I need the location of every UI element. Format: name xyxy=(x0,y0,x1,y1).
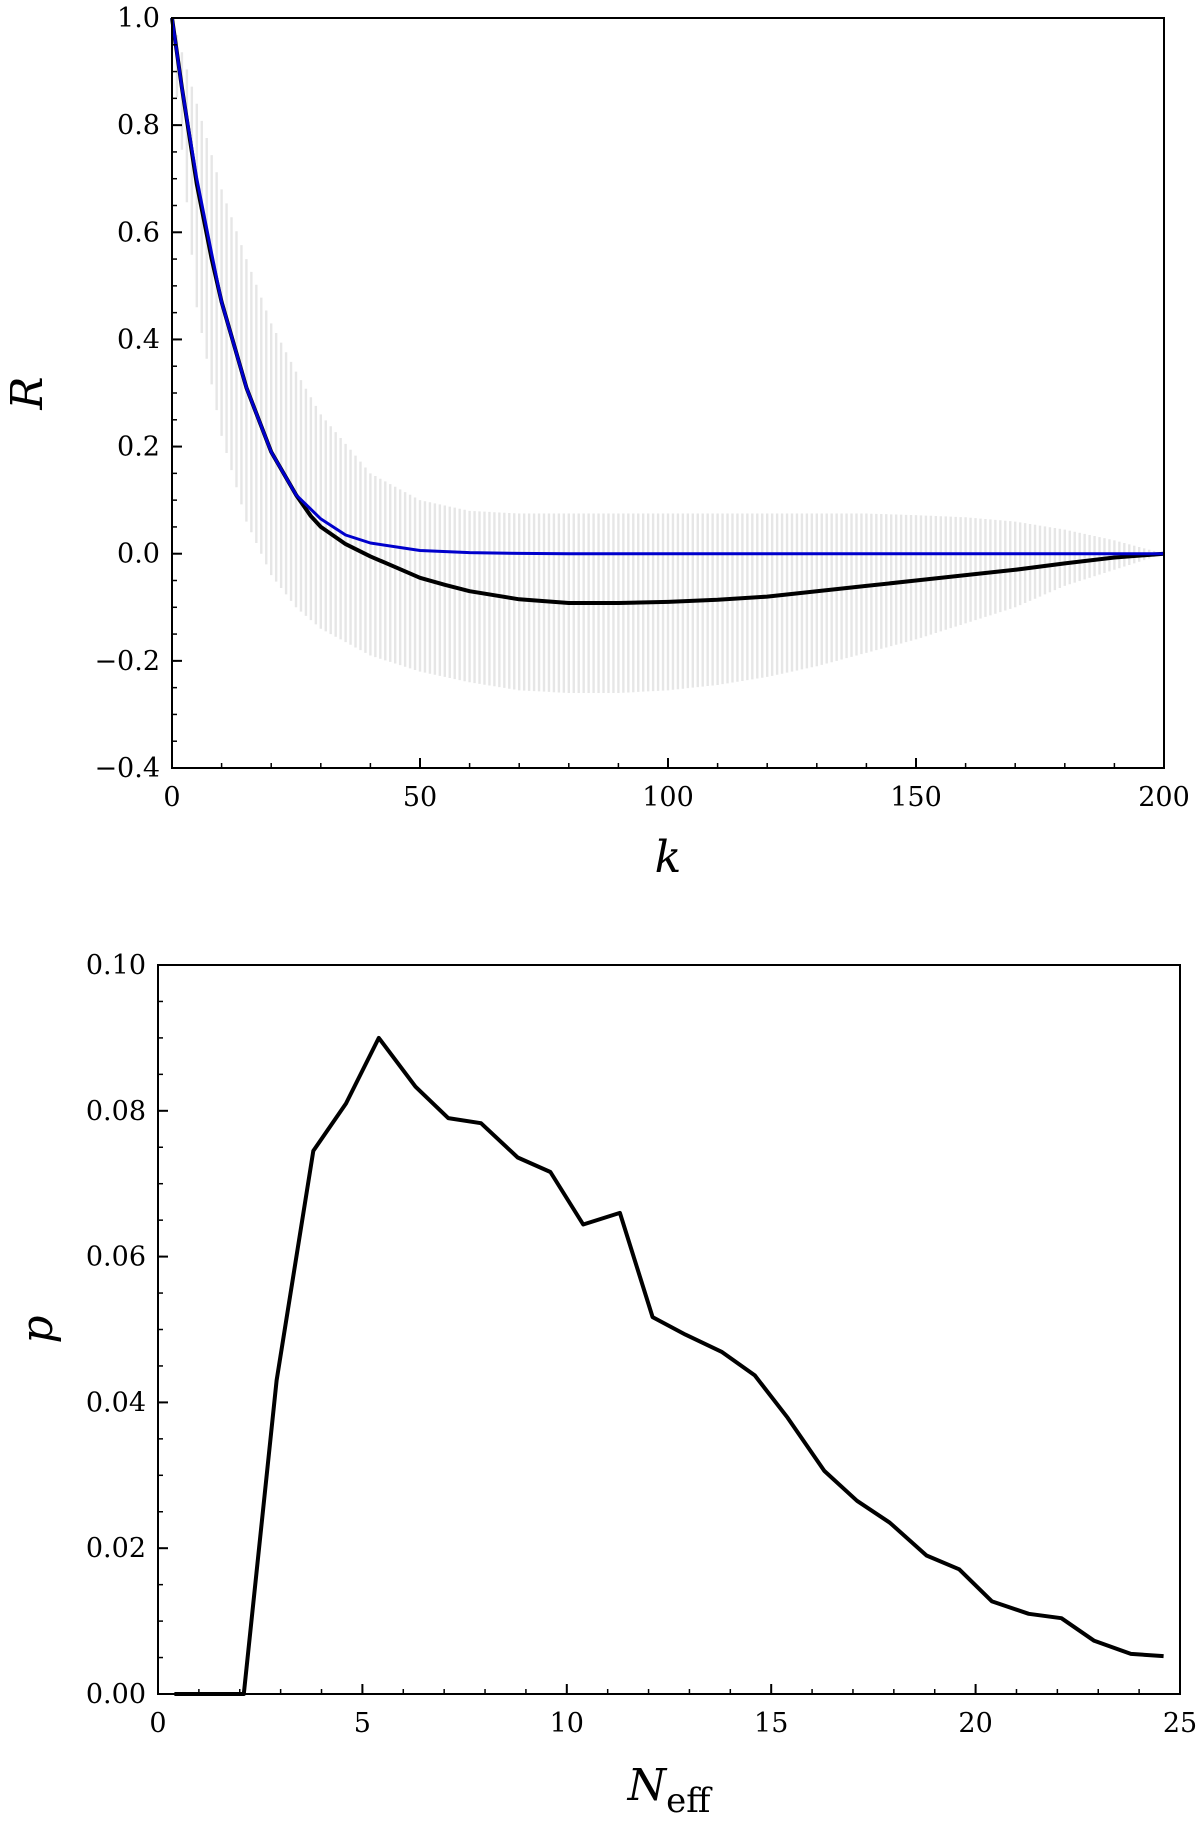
confidence-band xyxy=(175,35,1161,693)
y-tick-label: 0.6 xyxy=(117,217,160,248)
plot-frame xyxy=(157,964,1181,1695)
x-axis-label-main: N xyxy=(627,1760,668,1811)
y-tick-label: 0.8 xyxy=(117,110,160,141)
y-tick-label: 0.0 xyxy=(117,539,160,570)
x-axis-label-subscript: eff xyxy=(666,1781,713,1821)
axis-ticks: 0 50 100 150 200 −0.4 −0.2 0.0 0.2 0.4 0.6 0.8 1.0 xyxy=(94,3,1189,813)
x-tick-label: 25 xyxy=(1163,1708,1197,1739)
y-tick-label: 0.04 xyxy=(86,1387,146,1418)
y-tick-label: 0.02 xyxy=(86,1533,146,1564)
x-tick-label: 0 xyxy=(149,1708,166,1739)
probability-line xyxy=(174,1035,1164,1696)
x-axis-label: k xyxy=(655,832,682,883)
y-tick-label: 0.00 xyxy=(86,1679,146,1710)
autocorrelation-panel: 0 50 100 150 200 −0.4 −0.2 0.0 0.2 0.4 0.6 0.8 1.0 k… xyxy=(2,3,1190,883)
x-axis-label: Neff xyxy=(627,1760,714,1821)
y-tick-label: −0.2 xyxy=(94,646,160,677)
distribution-panel: 0 5 10 15 20 250.000.020.040.060.080.10 Neff … xyxy=(12,950,1197,1821)
y-axis-label: p xyxy=(12,1315,63,1343)
y-tick-label: 0.10 xyxy=(86,950,146,981)
x-tick-label: 50 xyxy=(403,782,437,813)
y-tick-label: 0.4 xyxy=(117,324,160,355)
x-tick-label: 15 xyxy=(754,1708,788,1739)
series-lines xyxy=(170,17,1165,605)
y-tick-label: −0.4 xyxy=(94,753,160,784)
model-line xyxy=(170,17,1164,556)
y-tick-label: 0.08 xyxy=(86,1096,146,1127)
y-tick-label: 0.2 xyxy=(117,432,160,463)
y-tick-label: 1.0 xyxy=(117,3,160,34)
y-axis-label: R xyxy=(2,376,53,410)
series-lines xyxy=(174,1035,1164,1696)
x-tick-label: 20 xyxy=(958,1708,992,1739)
axis-ticks: 0 5 10 15 20 25 0.00 0.02 0.04 0.06 0.08 0.10 xyxy=(86,950,1197,1739)
y-tick-label: 0.06 xyxy=(86,1242,146,1273)
x-tick-label: 150 xyxy=(890,782,942,813)
x-tick-label: 5 xyxy=(354,1708,371,1739)
x-tick-label: 0 xyxy=(163,782,180,813)
x-tick-label: 10 xyxy=(550,1708,584,1739)
x-tick-label: 100 xyxy=(642,782,694,813)
x-tick-label: 200 xyxy=(1138,782,1190,813)
